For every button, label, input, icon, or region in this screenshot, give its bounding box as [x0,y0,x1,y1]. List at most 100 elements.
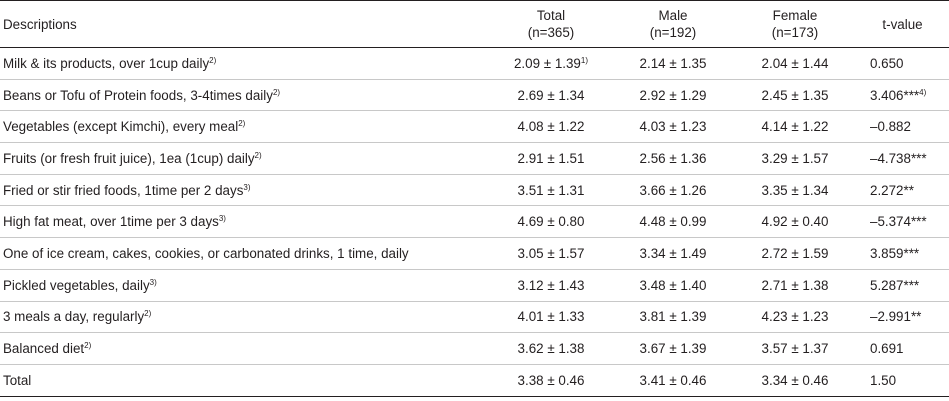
row-female-value: 4.14 ± 1.22 [761,119,829,135]
row-tvalue-value: –4.738*** [870,150,927,166]
row-total-value: 4.69 ± 0.80 [517,214,585,230]
row-total: 3.38 ± 0.46 [490,364,612,396]
row-total-value: 3.62 ± 1.38 [517,341,585,357]
row-female-value: 3.57 ± 1.37 [761,341,829,357]
row-description-text: Pickled vegetables, daily [3,277,150,293]
row-male-value: 2.14 ± 1.35 [639,55,707,71]
row-female: 3.34 ± 0.46 [734,364,856,396]
row-total: 3.51 ± 1.31 [490,174,612,206]
table-row: Fried or stir fried foods, 1time per 2 d… [0,174,949,206]
row-total: 2.69 ± 1.34 [490,79,612,111]
row-description-footnote: 3) [243,182,251,192]
row-tvalue: 3.406***4) [856,79,949,111]
row-description-text: Total [3,372,32,388]
table-row: One of ice cream, cakes, cookies, or car… [0,238,949,270]
row-tvalue: –2.991** [856,301,949,333]
row-female: 4.23 ± 1.23 [734,301,856,333]
row-total: 4.01 ± 1.33 [490,301,612,333]
row-tvalue-value: 3.406*** [870,87,920,103]
row-tvalue-value: 2.272** [870,182,914,198]
row-description: Milk & its products, over 1cup daily2) [0,48,490,80]
header-total-n: (n=365) [527,25,575,40]
row-male: 3.66 ± 1.26 [612,174,734,206]
row-description-footnote: 2) [272,87,281,97]
row-male-value: 2.92 ± 1.29 [639,87,707,103]
row-description-text: Milk & its products, over 1cup daily [3,55,210,71]
row-tvalue: 0.650 [856,48,949,80]
row-description: One of ice cream, cakes, cookies, or car… [0,238,490,270]
row-total: 4.69 ± 0.80 [490,206,612,238]
row-female-value: 4.23 ± 1.23 [761,309,829,325]
row-female-value: 2.71 ± 1.38 [761,277,829,293]
row-total: 3.12 ± 1.43 [490,269,612,301]
row-male-value: 3.67 ± 1.39 [639,341,707,357]
row-description-footnote: 2) [209,55,217,65]
row-tvalue: 3.859*** [856,238,949,270]
row-male: 2.14 ± 1.35 [612,48,734,80]
table-row: Pickled vegetables, daily3) 3.12 ± 1.43 … [0,269,949,301]
row-female: 2.72 ± 1.59 [734,238,856,270]
row-male-value: 3.41 ± 0.46 [639,372,707,388]
row-description-text: One of ice cream, cakes, cookies, or car… [3,245,409,261]
row-total: 3.05 ± 1.57 [490,238,612,270]
header-female-label: Female [772,8,818,23]
row-tvalue-value: –5.374*** [870,214,927,230]
row-female: 2.04 ± 1.44 [734,48,856,80]
row-total-value: 2.69 ± 1.34 [517,87,585,103]
row-male: 2.92 ± 1.29 [612,79,734,111]
row-female-value: 2.72 ± 1.59 [761,245,829,261]
table-row: Fruits (or fresh fruit juice), 1ea (1cup… [0,143,949,175]
row-description-footnote: 2) [144,309,152,319]
row-description-text: Fried or stir fried foods, 1time per 2 d… [3,182,244,198]
row-female-value: 2.04 ± 1.44 [761,55,829,71]
row-male-value: 3.48 ± 1.40 [639,277,707,293]
row-male-value: 4.03 ± 1.23 [639,119,707,135]
row-description-footnote: 2) [238,119,246,129]
row-description-footnote: 3) [149,277,157,287]
row-female: 4.14 ± 1.22 [734,111,856,143]
table-row: Balanced diet2) 3.62 ± 1.38 3.67 ± 1.39 … [0,333,949,365]
header-male-label: Male [658,8,688,23]
row-female: 4.92 ± 0.40 [734,206,856,238]
row-description: Balanced diet2) [0,333,490,365]
row-total-value: 2.09 ± 1.39 [513,55,581,71]
row-female-value: 4.92 ± 0.40 [761,214,829,230]
row-male: 3.67 ± 1.39 [612,333,734,365]
row-male-value: 2.56 ± 1.36 [639,150,707,166]
row-male-value: 3.66 ± 1.26 [639,182,707,198]
row-tvalue-value: 1.50 [870,372,897,388]
row-description-text: High fat meat, over 1time per 3 days [3,214,219,230]
row-description: Beans or Tofu of Protein foods, 3-4times… [0,79,490,111]
row-female: 2.45 ± 1.35 [734,79,856,111]
row-tvalue: 2.272** [856,174,949,206]
row-description-text: Balanced diet [3,341,85,357]
row-total: 4.08 ± 1.22 [490,111,612,143]
row-description-text: 3 meals a day, regularly [3,309,145,325]
header-female: Female (n=173) [734,1,856,48]
table-row: Vegetables (except Kimchi), every meal2)… [0,111,949,143]
row-tvalue: 0.691 [856,333,949,365]
row-male-value: 4.48 ± 0.99 [639,214,707,230]
row-total: 2.09 ± 1.391) [490,48,612,80]
header-male: Male (n=192) [612,1,734,48]
row-total: 3.62 ± 1.38 [490,333,612,365]
table-row: Beans or Tofu of Protein foods, 3-4times… [0,79,949,111]
row-male: 2.56 ± 1.36 [612,143,734,175]
row-female-value: 3.35 ± 1.34 [761,182,829,198]
row-male: 3.81 ± 1.39 [612,301,734,333]
header-tvalue: t-value [882,16,923,32]
row-total-value: 2.91 ± 1.51 [517,150,585,166]
row-description: Total [0,364,490,396]
table-body: Milk & its products, over 1cup daily2) 2… [0,48,949,397]
row-tvalue-value: 5.287*** [870,277,920,293]
row-tvalue-value: 0.650 [870,55,904,71]
row-tvalue: 1.50 [856,364,949,396]
row-female: 2.71 ± 1.38 [734,269,856,301]
row-tvalue-value: 3.859*** [870,245,920,261]
row-total-footnote: 1) [580,55,589,65]
row-description-text: Beans or Tofu of Protein foods, 3-4times… [3,87,273,103]
row-total-value: 3.12 ± 1.43 [517,277,585,293]
table-row: Total 3.38 ± 0.46 3.41 ± 0.46 3.34 ± 0.4… [0,364,949,397]
row-male-value: 3.81 ± 1.39 [639,309,707,325]
